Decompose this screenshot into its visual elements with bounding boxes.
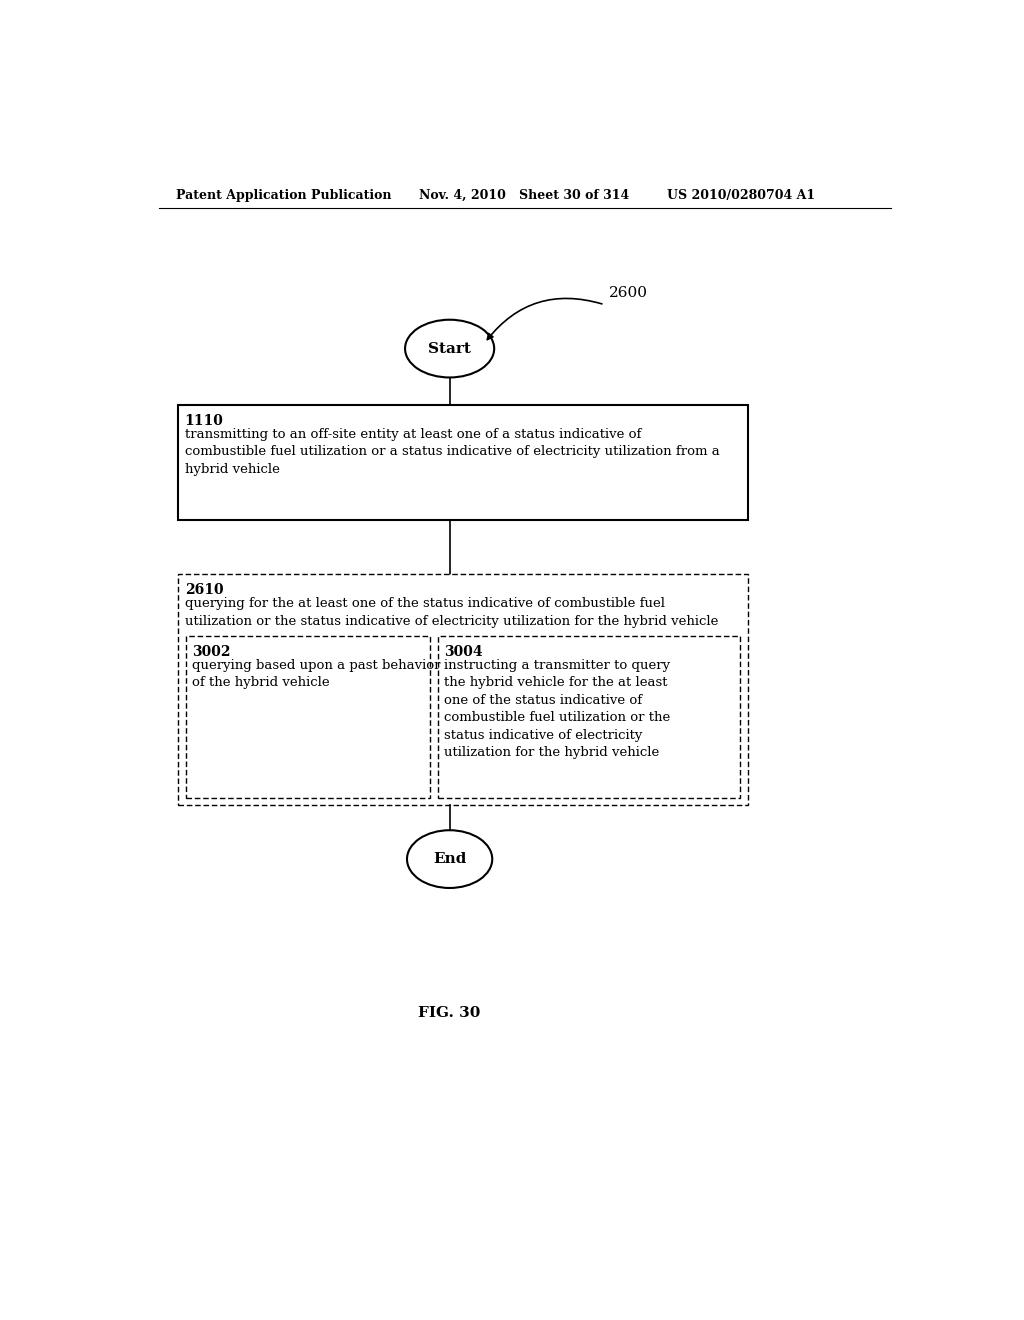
Bar: [186, 636, 430, 797]
FancyArrowPatch shape: [487, 298, 602, 339]
Text: Nov. 4, 2010   Sheet 30 of 314: Nov. 4, 2010 Sheet 30 of 314: [419, 189, 629, 202]
Text: 2610: 2610: [184, 583, 223, 598]
Text: querying for the at least one of the status indicative of combustible fuel
utili: querying for the at least one of the sta…: [184, 598, 718, 628]
Text: transmitting to an off-site entity at least one of a status indicative of
combus: transmitting to an off-site entity at le…: [184, 428, 719, 477]
Text: 3002: 3002: [193, 645, 230, 659]
Text: Start: Start: [428, 342, 471, 355]
Text: FIG. 30: FIG. 30: [419, 1006, 481, 1020]
Bar: [178, 574, 748, 805]
Text: Patent Application Publication: Patent Application Publication: [176, 189, 391, 202]
Text: 3004: 3004: [444, 645, 483, 659]
Ellipse shape: [407, 830, 493, 888]
Text: 1110: 1110: [184, 414, 223, 428]
Bar: [438, 636, 740, 797]
Bar: [178, 405, 748, 520]
Text: 2600: 2600: [608, 286, 647, 300]
Text: US 2010/0280704 A1: US 2010/0280704 A1: [667, 189, 815, 202]
Ellipse shape: [406, 319, 495, 378]
Text: querying based upon a past behavior
of the hybrid vehicle: querying based upon a past behavior of t…: [193, 659, 440, 689]
Text: End: End: [433, 853, 466, 866]
Text: instructing a transmitter to query
the hybrid vehicle for the at least
one of th: instructing a transmitter to query the h…: [444, 659, 671, 759]
